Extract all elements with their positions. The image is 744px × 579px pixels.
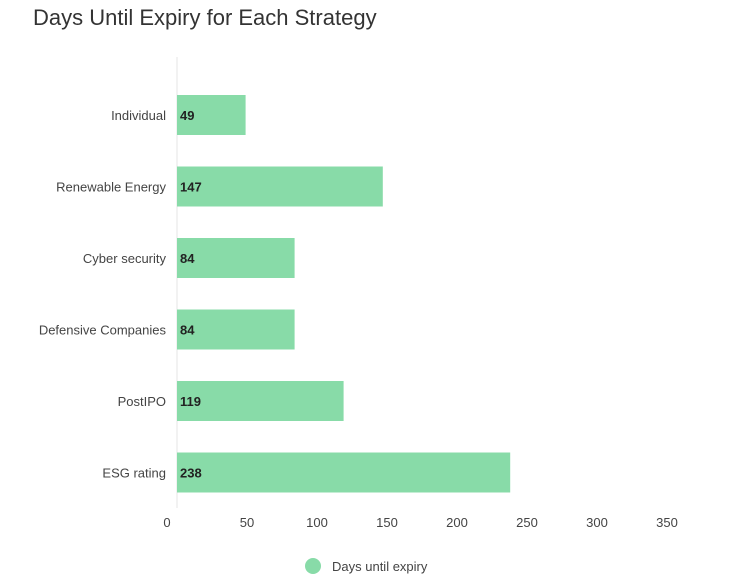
category-label-cyber-security: Cyber security	[83, 251, 167, 266]
data-label-cyber-security: 84	[180, 251, 195, 266]
data-label-postipo: 119	[180, 394, 201, 409]
x-tick-200: 200	[446, 515, 468, 530]
x-tick-350: 350	[656, 515, 678, 530]
bar-renewable-energy[interactable]	[177, 166, 383, 207]
bar-cyber-security[interactable]	[177, 238, 295, 278]
category-label-postipo: PostIPO	[118, 394, 166, 409]
data-label-renewable-energy: 147	[180, 180, 202, 195]
category-label-renewable-energy: Renewable Energy	[56, 180, 166, 195]
x-tick-150: 150	[376, 515, 398, 530]
x-tick-300: 300	[586, 515, 608, 530]
legend-marker[interactable]	[305, 558, 321, 574]
bar-esg-rating[interactable]	[177, 452, 511, 493]
bar-individual[interactable]	[177, 95, 246, 135]
x-tick-50: 50	[240, 515, 254, 530]
category-label-individual: Individual	[111, 108, 166, 123]
data-label-individual: 49	[180, 108, 194, 123]
legend[interactable]: Days until expiry	[305, 558, 428, 574]
x-tick-0: 0	[163, 515, 170, 530]
x-tick-250: 250	[516, 515, 538, 530]
category-label-esg-rating: ESG rating	[102, 466, 166, 481]
bars-group: 49 147 84 84 119 238	[177, 95, 511, 493]
data-label-defensive-companies: 84	[180, 323, 195, 338]
category-labels: Individual Renewable Energy Cyber security…	[39, 108, 167, 481]
bar-defensive-companies[interactable]	[177, 309, 295, 350]
chart-title: Days Until Expiry for Each Strategy	[33, 5, 377, 30]
x-tick-100: 100	[306, 515, 328, 530]
data-label-esg-rating: 238	[180, 466, 202, 481]
bar-postipo[interactable]	[177, 381, 344, 421]
category-label-defensive-companies: Defensive Companies	[39, 323, 167, 338]
x-tick-labels: 0 50 100 150 200 250 300 350	[163, 515, 677, 530]
legend-label[interactable]: Days until expiry	[332, 559, 428, 574]
